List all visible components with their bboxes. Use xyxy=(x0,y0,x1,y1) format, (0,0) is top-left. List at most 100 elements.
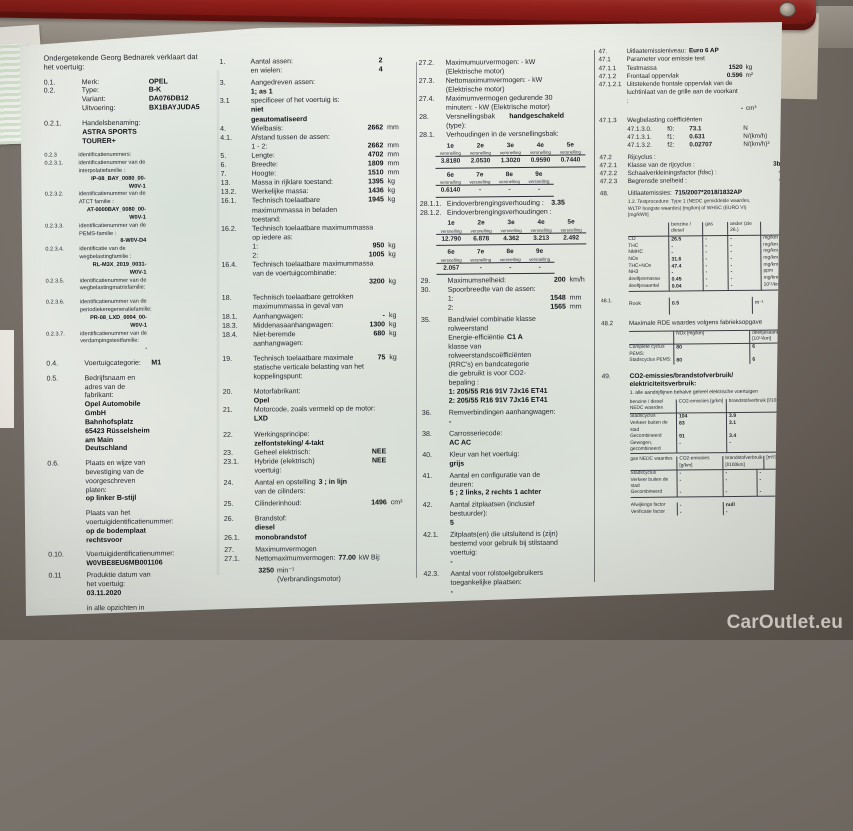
gear-number: 8e xyxy=(495,248,525,256)
field-value: 4 xyxy=(379,65,383,74)
field-label: 65423 Rüsselsheim am Main xyxy=(85,427,152,445)
field-value xyxy=(153,571,217,572)
field-unit: m² xyxy=(743,71,782,80)
gear-number: 3e xyxy=(495,142,525,150)
header-cell xyxy=(628,222,668,236)
field-row: aanhangwagen: xyxy=(222,338,412,349)
field-label: W0VBE8EU6MB001106 xyxy=(86,560,164,570)
field-code: 48.1. xyxy=(601,298,629,316)
field-label: aanhangwagen: xyxy=(253,338,385,348)
gear-sub-label: versnelling xyxy=(525,149,555,155)
header-co2: CO2-emissies [g/km] xyxy=(676,456,722,470)
coefficient-name: f0: xyxy=(667,125,689,134)
field-unit: dB(A) xyxy=(569,602,601,611)
field-row: Uitvoering:BX1BAYJUDA5 xyxy=(44,104,216,114)
field-label: Verhoudingen in de versnellingsbak: xyxy=(446,130,564,140)
field-value: 1510 xyxy=(368,168,384,177)
field-code: 1. xyxy=(219,58,250,67)
field-value: 950 xyxy=(373,241,385,250)
field-unit: kg xyxy=(385,353,412,362)
smoke-label: Rook xyxy=(629,297,669,315)
field-code: 28. xyxy=(419,113,446,122)
fuel-value-l: - xyxy=(723,489,757,497)
co2-row: Gecombineerd--- xyxy=(631,489,786,498)
field-unit: mm xyxy=(384,168,411,177)
field-code: 42.1. xyxy=(423,532,450,541)
field-label: 2: 205/55 R16 91V 7Jx16 ET41 xyxy=(449,396,567,406)
field-label: - xyxy=(80,346,151,355)
field-value: 66.00 xyxy=(551,629,569,638)
field-unit: mm xyxy=(383,150,410,159)
signature-label: Handtekening xyxy=(89,821,156,830)
field-code: 16.1. xyxy=(221,197,252,206)
field-value xyxy=(151,314,215,315)
field-row: 28.1.2.Eindoverbrengingsverhoudingen : xyxy=(420,208,597,219)
field-row: 0.2.3.5.identificatienummer van de wegbe… xyxy=(46,277,218,294)
field-value xyxy=(152,444,216,445)
gear-number: 9e xyxy=(525,248,555,256)
field-row: RL-M3X_2019_0031-W0V-1 xyxy=(45,261,217,278)
gear-number: 9e xyxy=(524,170,554,178)
field-code: 0.2.3.4. xyxy=(45,247,79,255)
field-value: 75 xyxy=(378,353,386,362)
header-gas: gas xyxy=(702,222,727,236)
fuel-value: 3.1 xyxy=(726,420,788,433)
field-value xyxy=(150,261,214,262)
field-unit: kW Bij: xyxy=(356,553,382,562)
field-label: Technisch toelaatbare maximummassa op ie… xyxy=(252,223,384,242)
field-value xyxy=(149,128,213,129)
gear-sub-label: versnelling xyxy=(555,149,585,155)
field-label: PR-08_LXD_0004_00-W0V-1 xyxy=(80,314,151,330)
function-line: Regulations & xyxy=(150,767,197,777)
gear-number: 5e xyxy=(556,219,586,227)
field-label: - xyxy=(449,417,567,427)
field-label: van de cilinders: xyxy=(255,486,387,496)
co2-table-header: benzine / diesel NEDC waardes CO2-emissi… xyxy=(630,398,785,414)
field-code: 25. xyxy=(224,500,255,509)
field-label: identificatie van de wegbelastingfamilie… xyxy=(79,246,150,262)
field-value: NEE xyxy=(372,447,386,456)
field-value xyxy=(149,159,213,160)
field-label: Aantal zitplaatsen (inclusief bestuurder… xyxy=(450,501,568,520)
gear-ratio-value: - xyxy=(495,186,525,194)
field-value xyxy=(152,400,216,401)
field-code: 23. xyxy=(223,448,254,457)
field-label: monobrandstof xyxy=(255,532,387,542)
gear-sub-label: versnelling xyxy=(466,257,496,263)
field-code: 13.2. xyxy=(221,188,252,197)
field-code: 0.1. xyxy=(44,79,82,88)
gear-number: 1e xyxy=(436,220,466,228)
coefficient-code: 47.1.3.2. xyxy=(627,142,667,151)
field-unit: kg xyxy=(385,329,412,338)
field-value: BX1BAYJUDA5 xyxy=(149,104,213,113)
field-row: 0.2.3.7.identificatienummer van de verda… xyxy=(46,330,218,347)
field-row: Opel Automobile GmbH xyxy=(47,400,219,419)
rde-table: NOx [mg/km] deeltjesaantal [10¹¹/km] Com… xyxy=(629,329,781,364)
nox-value: 80 xyxy=(673,344,749,357)
field-row: W0VBE8EU6MB001106 xyxy=(48,559,220,569)
field-label: op de bodemplaat rechtsvoor xyxy=(86,527,153,545)
field-row: 19.Technisch toelaatbare maximale statis… xyxy=(222,353,412,382)
note-line: [mg/kWh] xyxy=(628,212,783,220)
co2-table-diesel: benzine / diesel NEDC waardes CO2-emissi… xyxy=(630,398,786,454)
gear-value-row: 0.6140--- xyxy=(436,184,554,197)
field-row: 0.4.Voertuigcategorie:M1 xyxy=(46,359,218,369)
field-unit: min⁻¹ xyxy=(569,620,601,629)
function-line: Certification xyxy=(150,777,197,787)
field-row: 0.2.3.2.identificatienummer van de ATCT … xyxy=(45,190,217,207)
field-row: - xyxy=(424,587,601,598)
field-value xyxy=(152,459,216,460)
field-row: 16.4.Technisch toelaatbare maximummassa … xyxy=(221,259,411,279)
field-label: 03.11.2020 xyxy=(87,589,154,598)
field-value xyxy=(150,175,214,176)
